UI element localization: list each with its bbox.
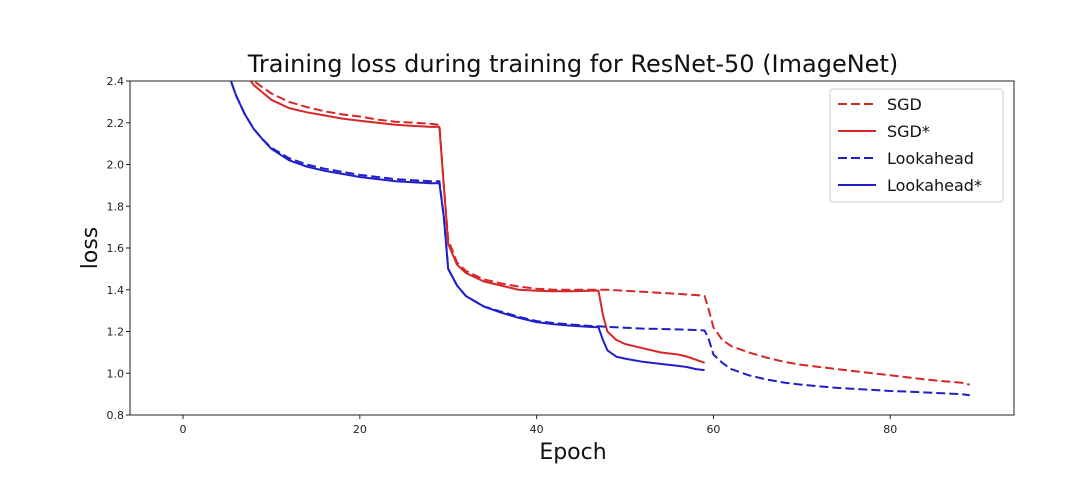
legend-label-sgd: SGD — [887, 95, 922, 114]
y-tick-label: 1.2 — [107, 326, 125, 339]
x-tick-label: 40 — [530, 423, 544, 436]
y-tick-label: 1.0 — [107, 367, 125, 380]
legend-label-lookahead: Lookahead — [887, 149, 974, 168]
x-tick-label: 80 — [883, 423, 897, 436]
legend: SGD SGD* Lookahead Lookahead* — [829, 88, 1004, 203]
y-axis: 0.8 1.0 1.2 1.4 1.6 1.8 2.0 2.2 2.4 — [107, 75, 130, 422]
x-tick-label: 20 — [353, 423, 367, 436]
y-tick-label: 0.8 — [107, 409, 125, 422]
y-tick-label: 1.8 — [107, 200, 125, 213]
chart-title: Training loss during training for ResNet… — [247, 50, 898, 78]
y-tick-label: 2.2 — [107, 117, 125, 130]
legend-label-lookahead-star: Lookahead* — [887, 176, 982, 195]
y-tick-label: 2.4 — [107, 75, 125, 88]
x-axis-label: Epoch — [539, 440, 606, 465]
series-line-sgd-star — [249, 81, 705, 364]
y-tick-label: 2.0 — [107, 159, 125, 172]
y-axis-label: loss — [78, 227, 103, 270]
series-line-lookahead-star — [229, 81, 705, 372]
plot-area — [229, 81, 971, 397]
x-axis: 0 20 40 60 80 — [180, 415, 897, 436]
x-tick-label: 60 — [706, 423, 720, 436]
y-tick-label: 1.6 — [107, 242, 125, 255]
legend-label-sgd-star: SGD* — [887, 122, 930, 141]
legend-frame — [829, 88, 1004, 203]
y-tick-label: 1.4 — [107, 284, 125, 297]
x-tick-label: 0 — [180, 423, 187, 436]
